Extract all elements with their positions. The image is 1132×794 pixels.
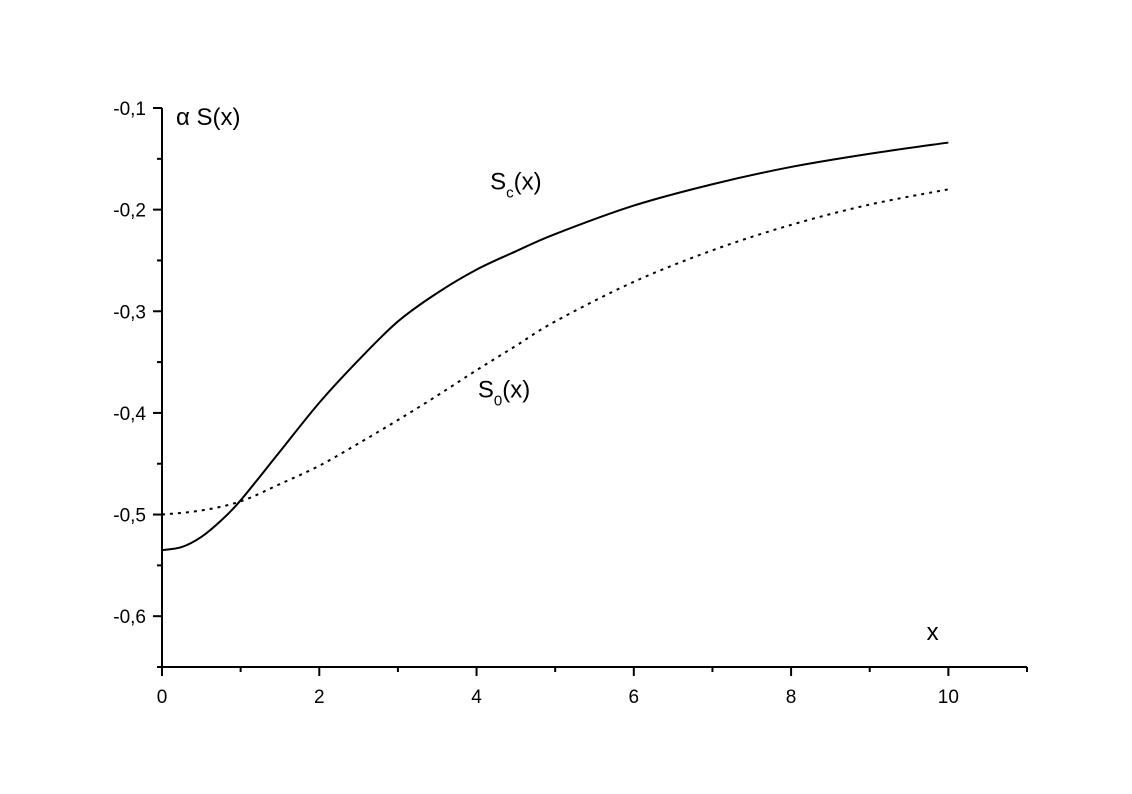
x-tick-label: 6: [629, 687, 640, 708]
axes: 0 2 4 6 8 10 -0,1 -0,2 -0,3 -0,4 -0,5 -0,6: [113, 99, 1028, 708]
y-tick-label: -0,6: [113, 607, 146, 628]
x-tick-label: 0: [157, 687, 168, 708]
series-line-1: [161, 188, 949, 516]
y-tick-label: -0,3: [113, 302, 146, 323]
chart-labels: α S(x) x Sc(x) S0(x): [176, 104, 939, 646]
y-axis-title: α S(x): [176, 104, 241, 131]
x-tick-label: 8: [786, 687, 797, 708]
x-tick-label: 2: [314, 687, 325, 708]
series-lines: [161, 141, 949, 552]
x-tick-label: 10: [938, 687, 959, 708]
y-tick-label: -0,4: [113, 404, 146, 425]
series-line-0: [161, 141, 949, 552]
x-tick-label: 4: [471, 687, 482, 708]
y-tick-label: -0,1: [113, 99, 146, 120]
y-tick-label: -0,2: [113, 201, 146, 222]
y-tick-label: -0,5: [113, 506, 146, 527]
series-label-0: Sc(x): [490, 168, 542, 201]
x-axis-title: x: [927, 619, 939, 646]
series-label-1: S0(x): [478, 377, 530, 410]
